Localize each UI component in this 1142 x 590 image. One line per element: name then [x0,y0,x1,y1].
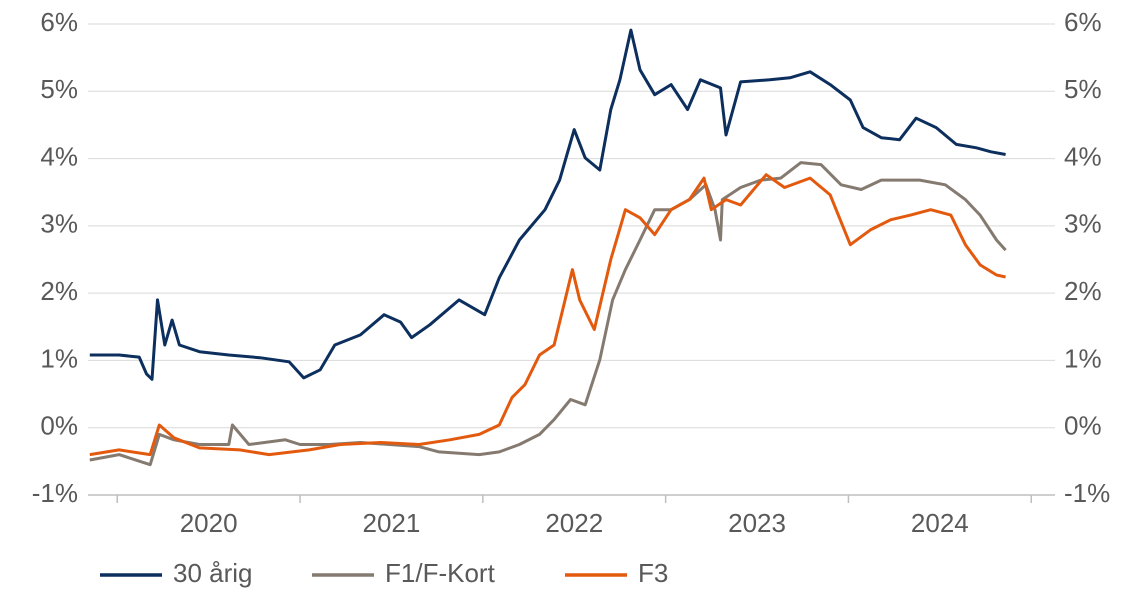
x-tick-label: 2020 [180,508,238,538]
series-line [89,173,1006,457]
legend-label: F3 [638,558,668,588]
series-line [89,161,1007,467]
y-tick-label: 4% [40,141,78,171]
x-tick-label: 2021 [363,508,421,538]
y-tick-label: 6% [40,7,78,37]
y2-tick-label: 5% [1064,74,1102,104]
y-tick-label: 1% [40,343,78,373]
y2-tick-label: 0% [1064,411,1102,441]
y2-tick-label: 3% [1064,209,1102,239]
y-tick-label: 0% [40,411,78,441]
y-tick-label: -1% [32,478,78,508]
y2-tick-label: -1% [1064,478,1110,508]
legend-label: F1/F-Kort [385,558,496,588]
legend-label: 30 årig [173,558,253,588]
x-tick-label: 2024 [911,508,969,538]
y-tick-label: 3% [40,209,78,239]
x-tick-label: 2022 [545,508,603,538]
y2-tick-label: 4% [1064,141,1102,171]
x-tick-label: 2023 [728,508,786,538]
y2-tick-label: 2% [1064,276,1102,306]
y2-tick-label: 1% [1064,343,1102,373]
y-tick-label: 5% [40,74,78,104]
y2-tick-label: 6% [1064,7,1102,37]
y-tick-label: 2% [40,276,78,306]
series-line [89,28,1006,381]
